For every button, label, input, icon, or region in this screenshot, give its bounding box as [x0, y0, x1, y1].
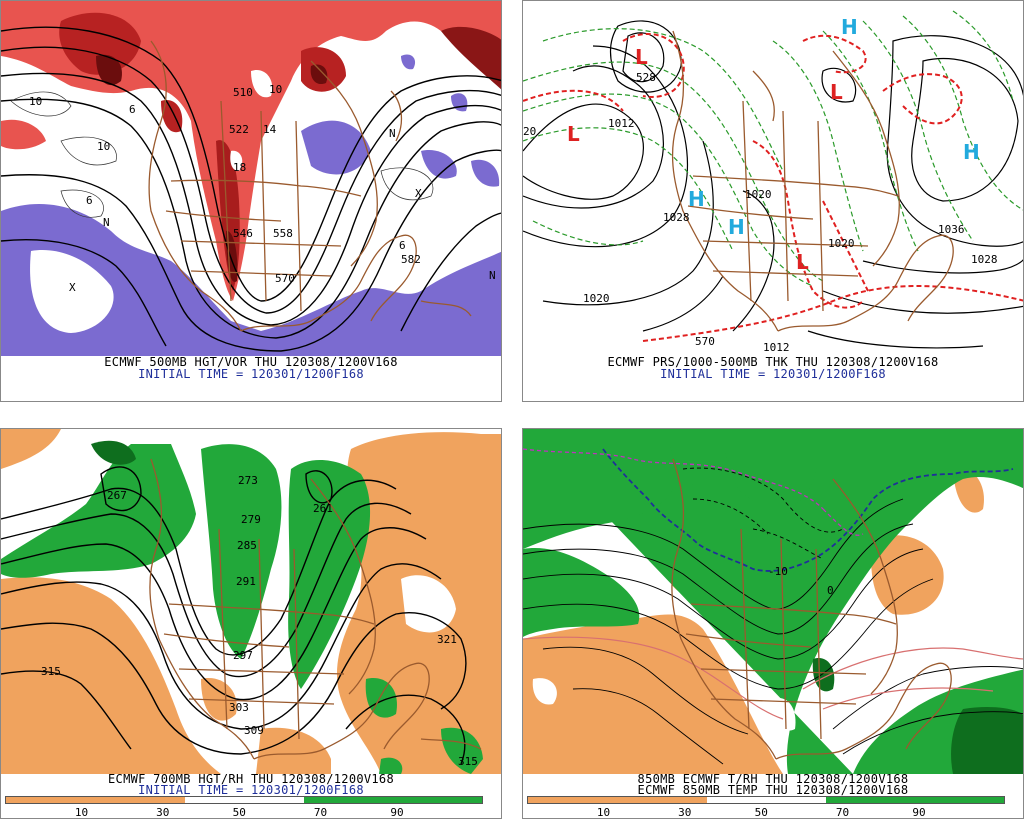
p4-colorbar [527, 796, 1005, 804]
panel-500mb-hgt-vor: 10 10 6 6 10 522 14 510 546 558 570 582 … [0, 0, 502, 402]
p1-label: 10 [269, 83, 282, 96]
p1-label: 6 [399, 239, 406, 252]
p2-label: 1020 [745, 188, 772, 201]
low-pressure-icon: L [567, 122, 580, 146]
p2-label: 1020 [583, 292, 610, 305]
p3-label: 303 [229, 701, 249, 714]
p4-caption: 850MB ECMWF T/RH THU 120308/1200V168 [637, 772, 909, 786]
p4-tick: 30 [678, 806, 692, 819]
p1-init-time: INITIAL TIME = 120301/1200F168 [138, 367, 364, 381]
p3-label: 285 [237, 539, 257, 552]
p3-label: 279 [241, 513, 261, 526]
low-pressure-icon: L [830, 80, 843, 104]
p3-colorbar [5, 796, 483, 804]
p2-label: 570 [695, 335, 715, 348]
p3-caption: ECMWF 700MB HGT/RH THU 120308/1200V168 [108, 772, 394, 786]
p1-label: N [103, 216, 110, 229]
p3-label: 261 [313, 502, 333, 515]
p1-label: N [489, 269, 496, 282]
p3-tick: 90 [390, 806, 404, 819]
low-pressure-icon: L [796, 250, 809, 274]
p3-init-time: INITIAL TIME = 120301/1200F168 [138, 783, 364, 797]
p1-label: X [415, 187, 422, 200]
p4-tick: 50 [754, 806, 768, 819]
p3-tick: 70 [313, 806, 328, 819]
p1-label: 570 [275, 272, 295, 285]
p2-label: 1028 [663, 211, 690, 224]
p4-colorbar-ticks: 10 30 50 70 90 [527, 806, 1005, 819]
p4-label: 0 [827, 584, 834, 597]
p1-label: 14 [263, 123, 277, 136]
high-pressure-icon: H [688, 187, 705, 211]
p3-label: 315 [41, 665, 61, 678]
p3-colorbar-ticks: 10 30 50 70 90 [5, 806, 483, 819]
map-850mb-t-rh: -10 0 [523, 429, 1023, 774]
p3-tick: 10 [74, 806, 89, 819]
panel-700mb-hgt-rh: 315 303 309 297 291 285 279 273 321 315 … [0, 428, 502, 819]
map-700mb-hgt-rh: 315 303 309 297 291 285 279 273 321 315 … [1, 429, 501, 774]
p1-label: 546 [233, 227, 253, 240]
p3-tick: 50 [232, 806, 246, 819]
p1-label: 10 [97, 140, 110, 153]
p2-label: 528 [636, 71, 656, 84]
p1-contour-labels: 10 10 6 6 10 522 14 510 546 558 570 582 … [29, 83, 496, 294]
p3-tick: 30 [156, 806, 170, 819]
p1-caption: ECMWF 500MB HGT/VOR THU 120308/1200V168 [104, 355, 398, 369]
p3-contour-labels: 315 303 309 297 291 285 279 273 321 315 … [41, 474, 478, 768]
panel-prs-thickness: H H H H L L L L 1012 1020 1028 1020 1036… [522, 0, 1024, 402]
p3-label: 309 [244, 724, 264, 737]
high-pressure-icon: H [963, 140, 980, 164]
p2-label: 1036 [938, 223, 965, 236]
p1-label: 582 [401, 253, 421, 266]
p4-tick: 10 [596, 806, 611, 819]
p2-caption: ECMWF PRS/1000-500MB THK THU 120308/1200… [607, 355, 939, 369]
p1-label: 18 [233, 161, 246, 174]
map-prs-thickness: H H H H L L L L 1012 1020 1028 1020 1036… [523, 1, 1023, 356]
p2-label: 1020 [828, 237, 855, 250]
p1-label: X [69, 281, 76, 294]
p1-label: 10 [29, 95, 42, 108]
high-pressure-icon: H [728, 215, 745, 239]
panel-850mb-t-rh: -10 0 850MB ECMWF T/RH THU 120308/1200V1… [522, 428, 1024, 819]
p3-label: 273 [238, 474, 258, 487]
p2-contour-labels: 1012 1020 1028 1020 1036 1028 1020 1012 … [523, 71, 998, 354]
p4-tick: 90 [912, 806, 926, 819]
p2-label: 1028 [971, 253, 998, 266]
p4-caption-temp: ECMWF 850MB TEMP THU 120308/1200V168 [637, 783, 909, 797]
p1-label: N [389, 127, 396, 140]
p1-label: 6 [86, 194, 93, 207]
low-pressure-icon: L [635, 45, 648, 69]
p1-label: 510 [233, 86, 253, 99]
p1-label: 558 [273, 227, 293, 240]
p3-label: 291 [236, 575, 256, 588]
p4-label: -10 [768, 565, 788, 578]
p3-label: 321 [437, 633, 457, 646]
p2-init-time: INITIAL TIME = 120301/1200F168 [660, 367, 886, 381]
p2-label: 1012 [763, 341, 790, 354]
p2-label: 1012 [608, 117, 635, 130]
p3-label: 267 [107, 489, 127, 502]
p3-label: 315 [458, 755, 478, 768]
p3-label: 297 [233, 649, 253, 662]
p2-label: 20 [523, 125, 536, 138]
p4-contour-labels: -10 0 [768, 565, 834, 597]
p4-tick: 70 [835, 806, 850, 819]
map-500mb-hgt-vor: 10 10 6 6 10 522 14 510 546 558 570 582 … [1, 1, 501, 356]
p1-label: 6 [129, 103, 136, 116]
p1-label: 522 [229, 123, 249, 136]
high-pressure-icon: H [841, 15, 858, 39]
